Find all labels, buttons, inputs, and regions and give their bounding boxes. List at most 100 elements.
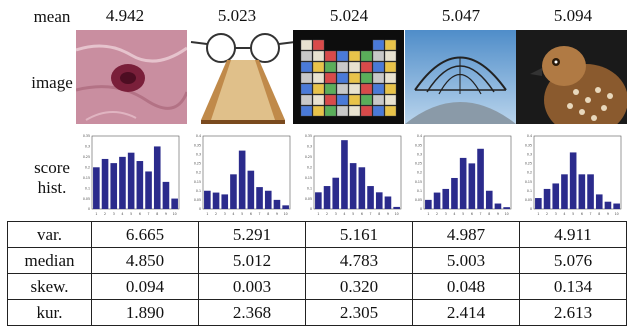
- histogram-bar: [153, 146, 161, 209]
- letter-block: [384, 61, 397, 73]
- histogram-bar: [425, 199, 432, 209]
- x-tick-label: 7: [259, 212, 261, 216]
- histogram-bar: [595, 194, 603, 209]
- letter-block: [360, 72, 373, 84]
- stats-row-label: median: [7, 247, 92, 274]
- stats-cell: 4.911: [519, 221, 627, 248]
- letter-block: [312, 50, 325, 62]
- histogram-bar: [127, 152, 135, 209]
- x-tick-label: 6: [581, 212, 583, 216]
- x-tick-label: 5: [130, 212, 132, 216]
- x-tick-label: 8: [156, 212, 158, 216]
- histogram-bar: [247, 170, 255, 209]
- histogram-bar: [341, 140, 348, 209]
- letter-block: [336, 83, 349, 95]
- y-tick-label: 0.05: [525, 198, 532, 202]
- letter-block: [348, 61, 361, 73]
- letter-block: [336, 61, 349, 73]
- x-tick-label: 10: [284, 212, 288, 216]
- y-tick-label: 0.15: [305, 176, 312, 180]
- row-label-score: score: [34, 158, 70, 177]
- stats-cell: 0.003: [198, 273, 306, 300]
- stats-row-label: var.: [7, 221, 92, 248]
- letter-block: [324, 72, 337, 84]
- stats-row: skew. 0.094 0.003 0.320 0.048 0.134: [7, 273, 627, 300]
- x-tick-label: 9: [497, 212, 499, 216]
- x-tick-label: 9: [387, 212, 389, 216]
- x-tick-label: 1: [317, 212, 319, 216]
- x-tick-label: 8: [598, 212, 600, 216]
- stats-cell: 2.305: [305, 299, 413, 326]
- histogram-bar: [230, 174, 237, 209]
- histogram-bar: [384, 196, 392, 209]
- stats-cell: 5.291: [198, 221, 306, 248]
- letter-block: [360, 94, 373, 106]
- y-tick-label: 0.15: [415, 180, 422, 184]
- stats-row: var. 6.665 5.291 5.161 4.987 4.911: [7, 221, 627, 248]
- x-tick-label: 3: [335, 212, 337, 216]
- stats-cell: 0.134: [519, 273, 627, 300]
- letter-block: [384, 50, 397, 62]
- letter-block: [336, 72, 349, 84]
- stats-cell: 0.094: [91, 273, 199, 300]
- histogram-bar: [613, 203, 620, 209]
- x-tick-label: 3: [445, 212, 447, 216]
- histogram-bar: [485, 190, 493, 209]
- x-tick-label: 10: [615, 212, 619, 216]
- histogram-bar: [256, 187, 263, 209]
- x-tick-label: 8: [488, 212, 490, 216]
- score-histogram-3: 0 0.05 0.1 0.15 0.2 0.25 0.3 0.35 1 2 3 4 5 6 7 8 9 10: [305, 134, 402, 216]
- letter-block: [372, 61, 385, 73]
- letter-block: [336, 50, 349, 62]
- letter-block: [312, 39, 325, 51]
- y-tick-label: 0.25: [305, 155, 312, 159]
- y-tick-label: 0.05: [83, 197, 90, 201]
- stats-cell: 2.414: [412, 299, 520, 326]
- x-tick-label: 1: [95, 212, 97, 216]
- y-tick-label: 0.3: [196, 152, 201, 156]
- letter-block: [348, 105, 361, 117]
- y-tick-label: 0.35: [415, 143, 422, 147]
- x-tick-label: 9: [165, 212, 167, 216]
- row-label-image: image: [31, 73, 73, 92]
- histogram-bar: [349, 163, 357, 209]
- y-tick-label: 0.1: [417, 189, 422, 193]
- histogram-bar: [459, 157, 467, 209]
- x-tick-label: 6: [471, 212, 473, 216]
- y-tick-label: 0.3: [527, 152, 532, 156]
- letter-block: [312, 83, 325, 95]
- x-tick-label: 2: [326, 212, 328, 216]
- histogram-bar: [503, 207, 510, 209]
- letter-block: [312, 72, 325, 84]
- histogram-bar: [587, 174, 594, 209]
- y-tick-label: 0.15: [83, 176, 90, 180]
- stats-row-label: skew.: [7, 273, 92, 300]
- histogram-bar: [145, 171, 152, 209]
- thumbnail-hawk: [516, 30, 627, 124]
- histogram-bar: [101, 158, 109, 209]
- letter-block: [348, 83, 361, 95]
- x-tick-label: 6: [361, 212, 363, 216]
- x-tick-label: 7: [590, 212, 592, 216]
- letter-block: [372, 94, 385, 106]
- stats-row: kur. 1.890 2.368 2.305 2.414 2.613: [7, 299, 627, 326]
- x-tick-label: 7: [480, 212, 482, 216]
- stats-row-label: kur.: [7, 299, 92, 326]
- y-tick-label: 0.35: [525, 143, 532, 147]
- letter-block: [324, 50, 337, 62]
- stats-cell: 5.012: [198, 247, 306, 274]
- stats-cell: 5.076: [519, 247, 627, 274]
- y-tick-label: 0: [88, 207, 90, 211]
- x-tick-label: 2: [215, 212, 217, 216]
- letter-block: [336, 94, 349, 106]
- histogram-bar: [162, 181, 170, 209]
- stats-cell: 6.665: [91, 221, 199, 248]
- letter-block: [348, 50, 361, 62]
- letter-block: [360, 50, 373, 62]
- thumbnail-book-glasses: [187, 30, 298, 124]
- histogram-bar: [323, 186, 331, 209]
- x-tick-label: 5: [462, 212, 464, 216]
- x-tick-label: 2: [436, 212, 438, 216]
- y-tick-label: 0.25: [194, 162, 201, 166]
- x-tick-label: 1: [427, 212, 429, 216]
